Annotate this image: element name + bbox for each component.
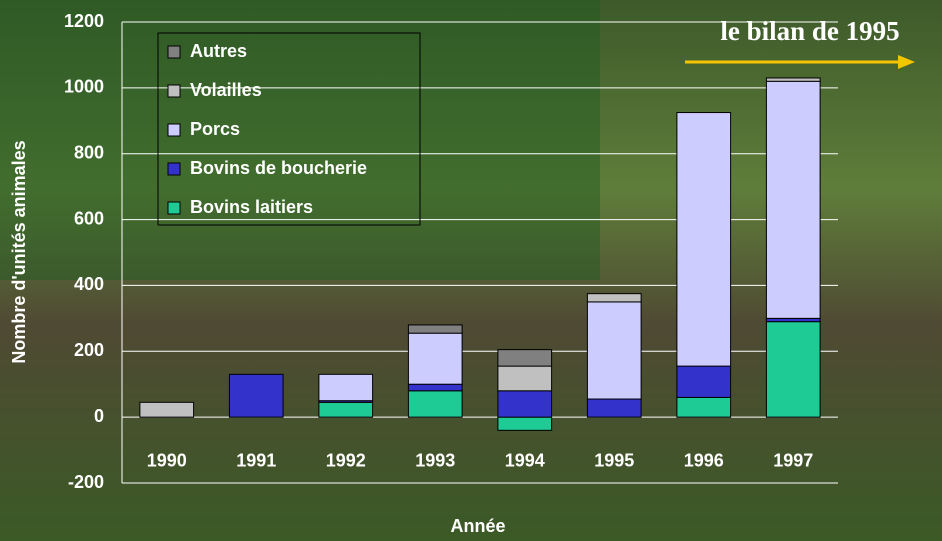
bar-segment	[318, 401, 374, 418]
x-tick-label: 1990	[147, 450, 187, 470]
y-tick-label: 400	[74, 274, 104, 294]
legend-swatch	[167, 123, 181, 137]
bar-segment	[407, 383, 463, 392]
bar-segment	[676, 112, 732, 367]
x-tick-label: 1996	[684, 450, 724, 470]
annotation: le bilan de 1995	[720, 16, 899, 46]
legend-label: Porcs	[190, 119, 240, 139]
bar-segment	[586, 301, 642, 400]
bar-segment	[497, 349, 553, 367]
bar-segment	[139, 401, 195, 418]
legend-label: Bovins laitiers	[190, 197, 313, 217]
legend-label: Bovins de boucherie	[190, 158, 367, 178]
bar-segment	[407, 390, 463, 418]
x-tick-label: 1997	[773, 450, 813, 470]
y-tick-label: 600	[74, 208, 104, 228]
y-axis-title: Nombre d'unités animales	[9, 140, 29, 363]
bar-segment	[318, 373, 374, 402]
bar-segment	[228, 373, 284, 418]
tractor-shade	[0, 0, 600, 280]
bar-segment	[765, 77, 821, 82]
legend-swatch	[167, 84, 181, 98]
legend-label: Volailles	[190, 80, 262, 100]
bar-segment	[676, 396, 732, 418]
bar-segment	[497, 365, 553, 392]
legend-label: Autres	[190, 41, 247, 61]
y-tick-label: 800	[74, 142, 104, 162]
y-tick-label: -200	[68, 472, 104, 492]
arrow-head	[898, 55, 915, 69]
x-tick-label: 1995	[594, 450, 634, 470]
x-tick-label: 1992	[326, 450, 366, 470]
bar-segment	[676, 365, 732, 398]
x-axis-title: Année	[450, 516, 505, 536]
bar-segment	[407, 324, 463, 334]
y-tick-label: 0	[94, 406, 104, 426]
legend-swatch	[167, 45, 181, 59]
legend-swatch	[167, 162, 181, 176]
bar-segment	[586, 293, 642, 303]
y-tick-label: 1000	[64, 77, 104, 97]
bar-segment	[765, 80, 821, 319]
y-tick-label: 200	[74, 340, 104, 360]
x-tick-label: 1993	[415, 450, 455, 470]
bar-segment	[407, 332, 463, 385]
x-tick-label: 1991	[236, 450, 276, 470]
bar-segment	[586, 398, 642, 418]
legend-swatch	[167, 201, 181, 215]
bar-segment	[497, 416, 553, 431]
legend-box	[157, 32, 421, 226]
bar-segment	[765, 321, 821, 418]
y-tick-label: 1200	[64, 11, 104, 31]
x-tick-label: 1994	[505, 450, 545, 470]
bar-segment	[497, 390, 553, 418]
